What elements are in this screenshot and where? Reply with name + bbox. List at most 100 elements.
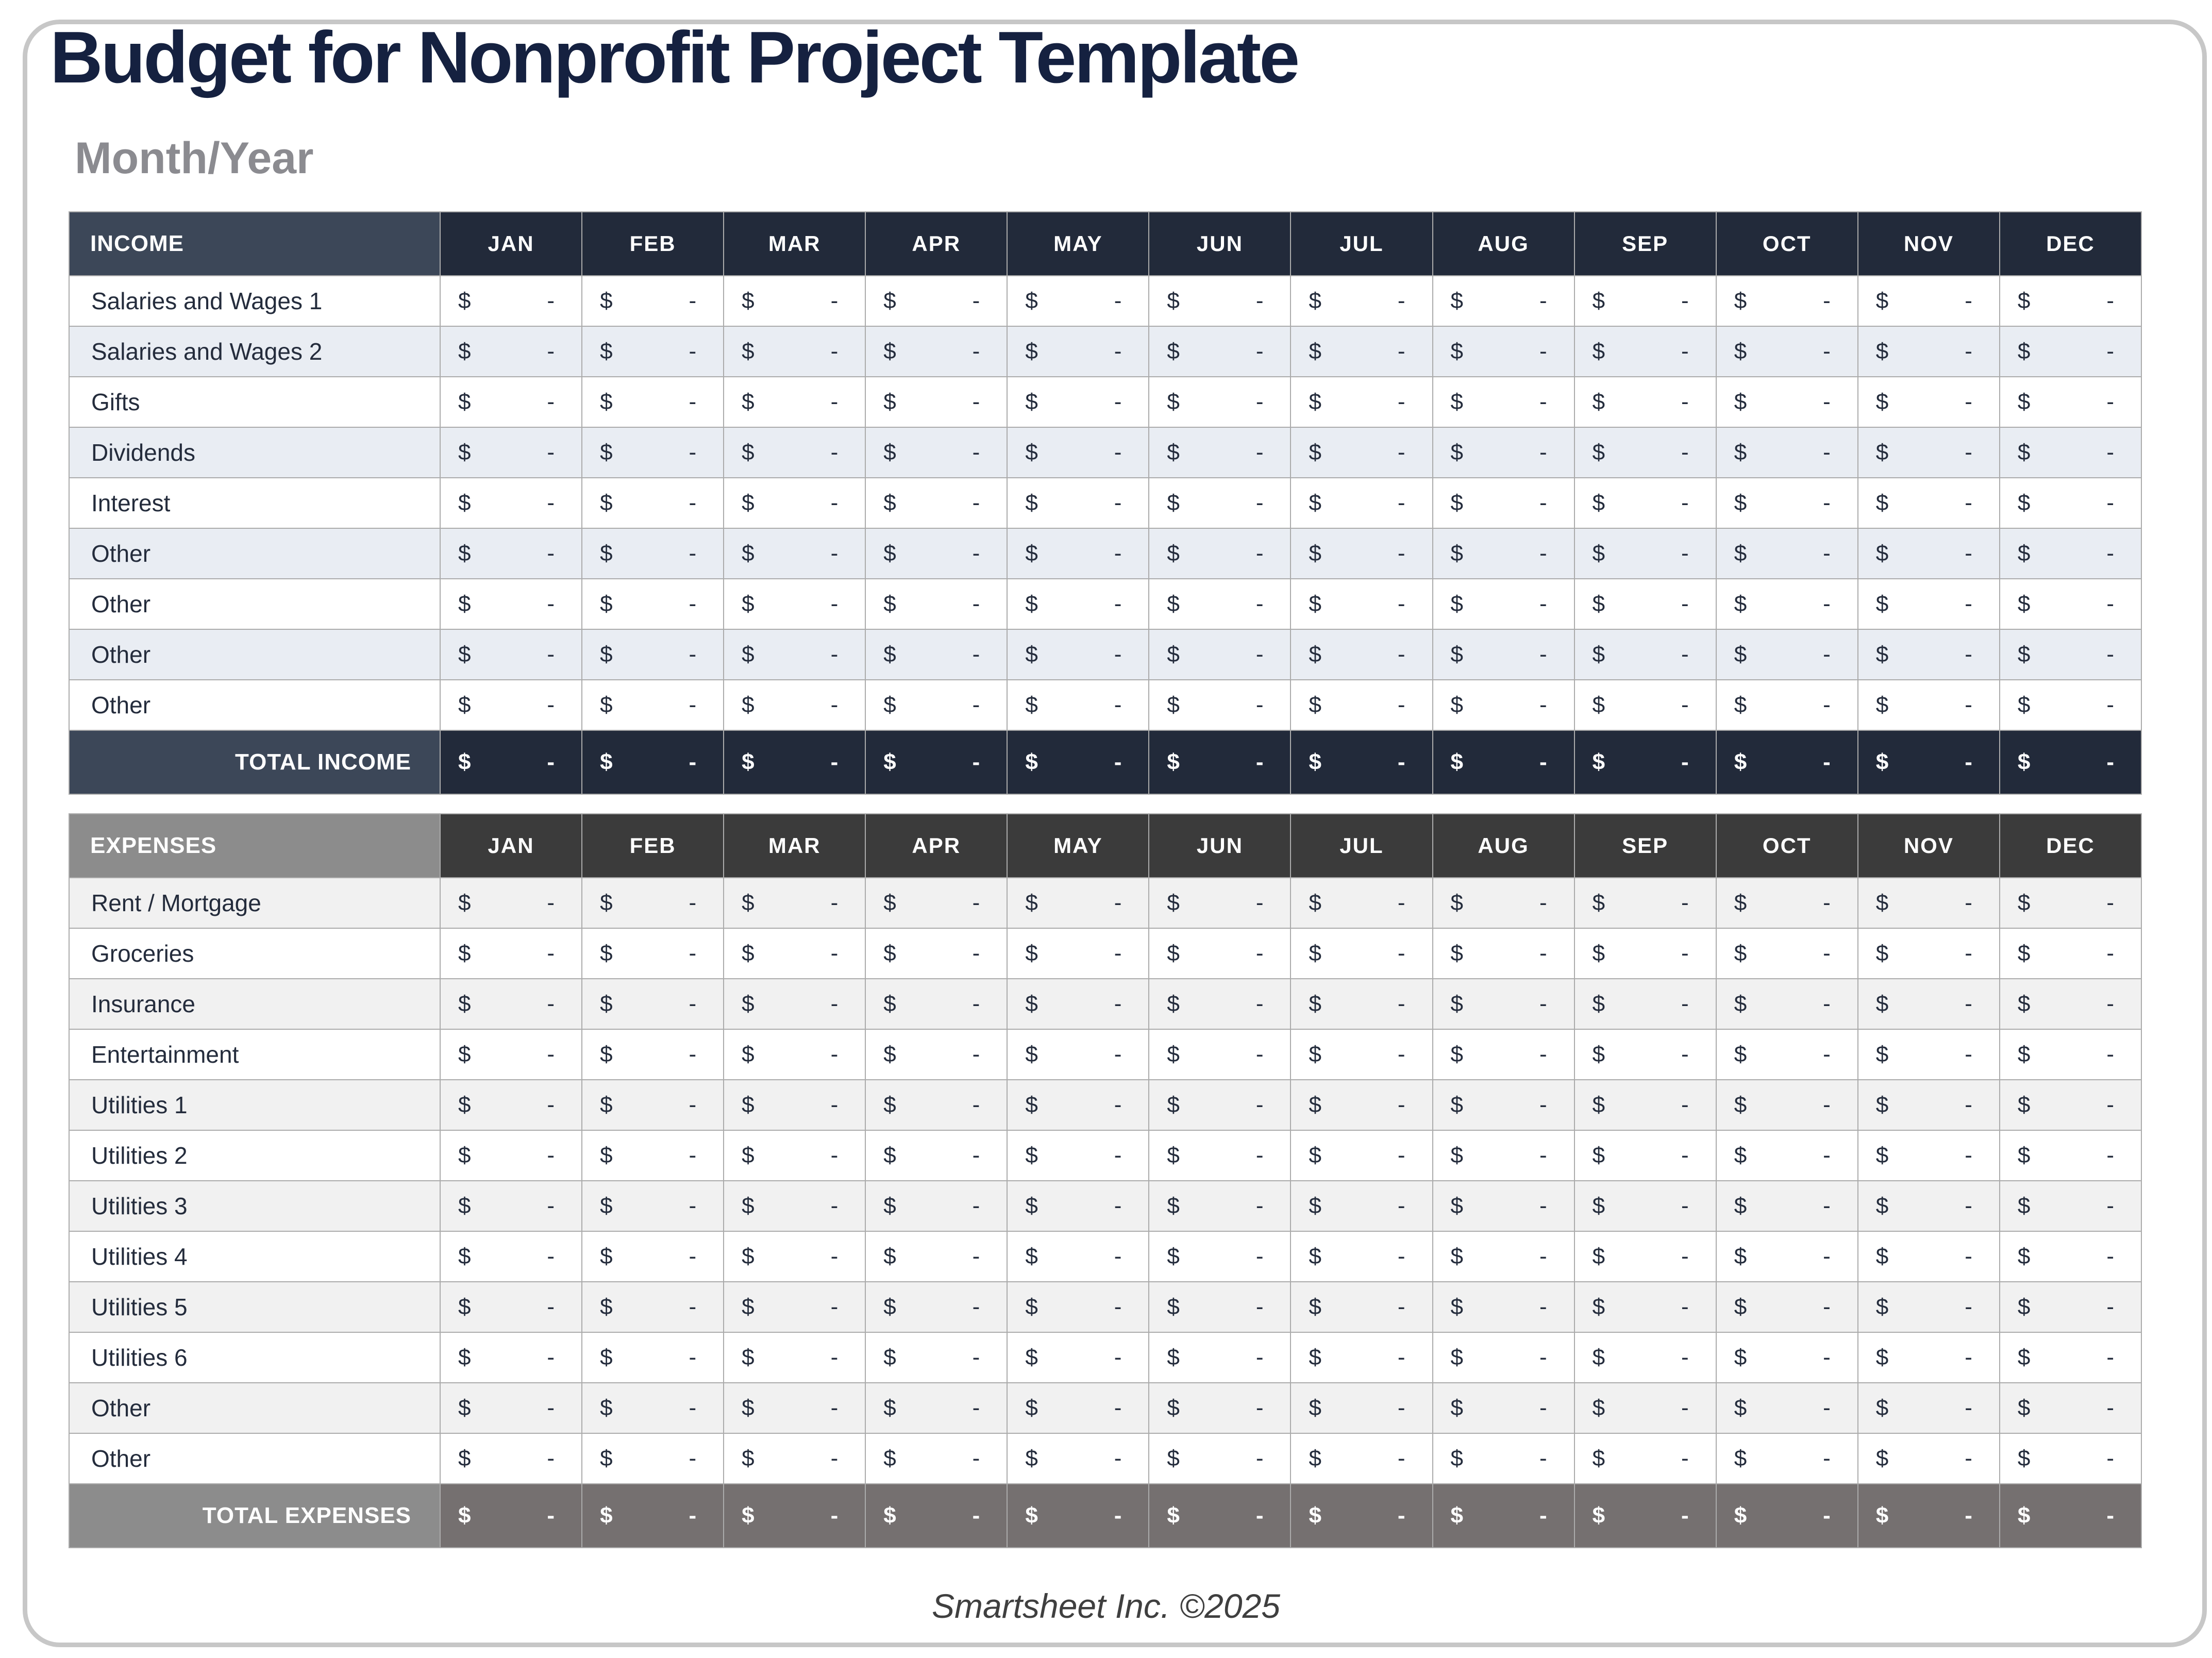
- amount-cell-apr[interactable]: $ -: [865, 1382, 1008, 1434]
- amount-cell-sep[interactable]: $ -: [1573, 275, 1717, 327]
- amount-cell-feb[interactable]: $ -: [581, 877, 725, 929]
- amount-cell-jan[interactable]: $ -: [439, 477, 583, 529]
- amount-cell-sep[interactable]: $ -: [1573, 629, 1717, 680]
- amount-cell-jul[interactable]: $ -: [1290, 1231, 1433, 1282]
- amount-cell-apr[interactable]: $ -: [865, 427, 1008, 478]
- amount-cell-oct[interactable]: $ -: [1715, 578, 1858, 630]
- amount-cell-apr[interactable]: $ -: [865, 1281, 1008, 1333]
- amount-cell-feb[interactable]: $ -: [581, 376, 725, 428]
- amount-cell-sep[interactable]: $ -: [1573, 1029, 1717, 1080]
- amount-cell-oct[interactable]: $ -: [1715, 1332, 1858, 1383]
- amount-cell-nov[interactable]: $ -: [1857, 877, 2000, 929]
- amount-cell-aug[interactable]: $ -: [1432, 326, 1575, 377]
- amount-cell-aug[interactable]: $ -: [1432, 1029, 1575, 1080]
- amount-cell-apr[interactable]: $ -: [865, 877, 1008, 929]
- amount-cell-jun[interactable]: $ -: [1148, 1029, 1292, 1080]
- amount-cell-apr[interactable]: $ -: [865, 679, 1008, 731]
- amount-cell-mar[interactable]: $ -: [723, 578, 866, 630]
- amount-cell-oct[interactable]: $ -: [1715, 376, 1858, 428]
- amount-cell-apr[interactable]: $ -: [865, 1231, 1008, 1282]
- amount-cell-may[interactable]: $ -: [1007, 1079, 1150, 1131]
- amount-cell-apr[interactable]: $ -: [865, 928, 1008, 979]
- amount-cell-dec[interactable]: $ -: [1999, 1433, 2142, 1484]
- amount-cell-nov[interactable]: $ -: [1857, 275, 2000, 327]
- amount-cell-nov[interactable]: $ -: [1857, 1382, 2000, 1434]
- amount-cell-jun[interactable]: $ -: [1148, 1180, 1292, 1232]
- amount-cell-may[interactable]: $ -: [1007, 427, 1150, 478]
- amount-cell-may[interactable]: $ -: [1007, 528, 1150, 579]
- amount-cell-feb[interactable]: $ -: [581, 275, 725, 327]
- amount-cell-oct[interactable]: $ -: [1715, 1029, 1858, 1080]
- amount-cell-mar[interactable]: $ -: [723, 1382, 866, 1434]
- amount-cell-aug[interactable]: $ -: [1432, 928, 1575, 979]
- amount-cell-feb[interactable]: $ -: [581, 1180, 725, 1232]
- amount-cell-may[interactable]: $ -: [1007, 978, 1150, 1030]
- amount-cell-may[interactable]: $ -: [1007, 1180, 1150, 1232]
- amount-cell-may[interactable]: $ -: [1007, 326, 1150, 377]
- amount-cell-oct[interactable]: $ -: [1715, 1079, 1858, 1131]
- amount-cell-oct[interactable]: $ -: [1715, 1433, 1858, 1484]
- amount-cell-nov[interactable]: $ -: [1857, 978, 2000, 1030]
- amount-cell-jul[interactable]: $ -: [1290, 275, 1433, 327]
- amount-cell-jul[interactable]: $ -: [1290, 928, 1433, 979]
- amount-cell-aug[interactable]: $ -: [1432, 1180, 1575, 1232]
- amount-cell-jun[interactable]: $ -: [1148, 978, 1292, 1030]
- amount-cell-aug[interactable]: $ -: [1432, 477, 1575, 529]
- amount-cell-aug[interactable]: $ -: [1432, 528, 1575, 579]
- amount-cell-nov[interactable]: $ -: [1857, 1079, 2000, 1131]
- amount-cell-mar[interactable]: $ -: [723, 376, 866, 428]
- amount-cell-mar[interactable]: $ -: [723, 326, 866, 377]
- amount-cell-jan[interactable]: $ -: [439, 1231, 583, 1282]
- amount-cell-apr[interactable]: $ -: [865, 326, 1008, 377]
- amount-cell-apr[interactable]: $ -: [865, 1130, 1008, 1181]
- amount-cell-sep[interactable]: $ -: [1573, 1433, 1717, 1484]
- amount-cell-dec[interactable]: $ -: [1999, 1281, 2142, 1333]
- amount-cell-may[interactable]: $ -: [1007, 477, 1150, 529]
- amount-cell-jun[interactable]: $ -: [1148, 1079, 1292, 1131]
- amount-cell-apr[interactable]: $ -: [865, 629, 1008, 680]
- amount-cell-jan[interactable]: $ -: [439, 427, 583, 478]
- amount-cell-aug[interactable]: $ -: [1432, 877, 1575, 929]
- amount-cell-sep[interactable]: $ -: [1573, 528, 1717, 579]
- amount-cell-mar[interactable]: $ -: [723, 528, 866, 579]
- amount-cell-sep[interactable]: $ -: [1573, 427, 1717, 478]
- amount-cell-may[interactable]: $ -: [1007, 1130, 1150, 1181]
- amount-cell-dec[interactable]: $ -: [1999, 326, 2142, 377]
- amount-cell-jul[interactable]: $ -: [1290, 679, 1433, 731]
- amount-cell-mar[interactable]: $ -: [723, 978, 866, 1030]
- amount-cell-oct[interactable]: $ -: [1715, 629, 1858, 680]
- amount-cell-may[interactable]: $ -: [1007, 877, 1150, 929]
- amount-cell-jun[interactable]: $ -: [1148, 427, 1292, 478]
- amount-cell-jan[interactable]: $ -: [439, 1281, 583, 1333]
- amount-cell-jul[interactable]: $ -: [1290, 629, 1433, 680]
- amount-cell-jan[interactable]: $ -: [439, 978, 583, 1030]
- amount-cell-oct[interactable]: $ -: [1715, 1231, 1858, 1282]
- amount-cell-nov[interactable]: $ -: [1857, 578, 2000, 630]
- amount-cell-oct[interactable]: $ -: [1715, 978, 1858, 1030]
- amount-cell-dec[interactable]: $ -: [1999, 877, 2142, 929]
- amount-cell-may[interactable]: $ -: [1007, 1382, 1150, 1434]
- amount-cell-aug[interactable]: $ -: [1432, 1281, 1575, 1333]
- amount-cell-jun[interactable]: $ -: [1148, 528, 1292, 579]
- amount-cell-mar[interactable]: $ -: [723, 679, 866, 731]
- amount-cell-apr[interactable]: $ -: [865, 1079, 1008, 1131]
- amount-cell-aug[interactable]: $ -: [1432, 1382, 1575, 1434]
- amount-cell-mar[interactable]: $ -: [723, 1281, 866, 1333]
- amount-cell-jan[interactable]: $ -: [439, 528, 583, 579]
- amount-cell-mar[interactable]: $ -: [723, 877, 866, 929]
- amount-cell-dec[interactable]: $ -: [1999, 427, 2142, 478]
- amount-cell-aug[interactable]: $ -: [1432, 275, 1575, 327]
- amount-cell-may[interactable]: $ -: [1007, 376, 1150, 428]
- amount-cell-sep[interactable]: $ -: [1573, 1079, 1717, 1131]
- amount-cell-jul[interactable]: $ -: [1290, 326, 1433, 377]
- amount-cell-sep[interactable]: $ -: [1573, 1231, 1717, 1282]
- amount-cell-nov[interactable]: $ -: [1857, 1281, 2000, 1333]
- amount-cell-sep[interactable]: $ -: [1573, 477, 1717, 529]
- amount-cell-nov[interactable]: $ -: [1857, 679, 2000, 731]
- amount-cell-sep[interactable]: $ -: [1573, 1130, 1717, 1181]
- amount-cell-aug[interactable]: $ -: [1432, 1433, 1575, 1484]
- amount-cell-jan[interactable]: $ -: [439, 679, 583, 731]
- amount-cell-dec[interactable]: $ -: [1999, 1130, 2142, 1181]
- amount-cell-jun[interactable]: $ -: [1148, 1281, 1292, 1333]
- amount-cell-dec[interactable]: $ -: [1999, 1231, 2142, 1282]
